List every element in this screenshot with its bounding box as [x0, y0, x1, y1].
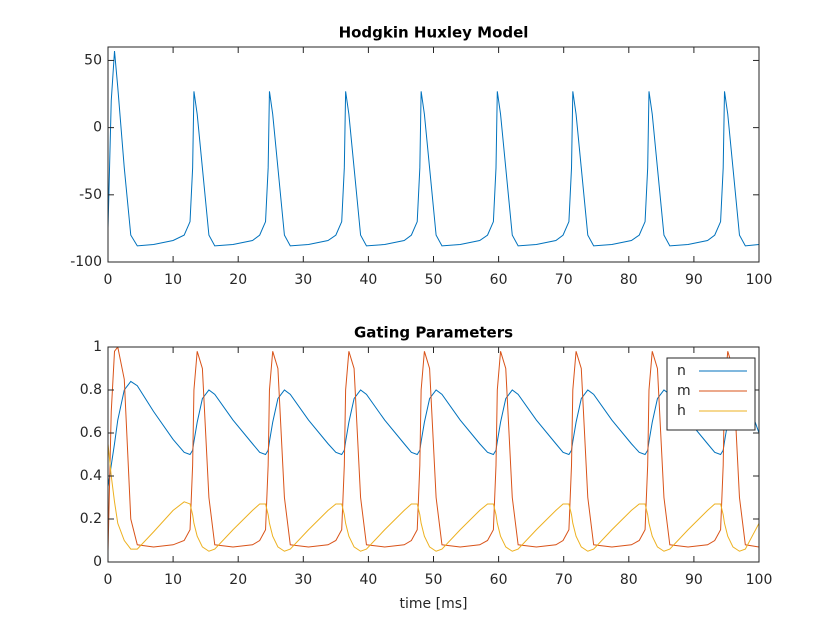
x-tick-label: 30: [294, 572, 312, 588]
y-tick-label: 1: [93, 339, 102, 355]
data-line: [108, 50, 759, 247]
x-tick-label: 50: [425, 272, 443, 288]
x-tick-label: 60: [490, 272, 508, 288]
x-tick-label: 90: [685, 572, 703, 588]
x-tick-label: 40: [359, 572, 377, 588]
legend-box: [666, 357, 756, 431]
data-line: [108, 443, 759, 552]
x-tick-label: 80: [620, 572, 638, 588]
data-line: [108, 347, 759, 552]
x-tick-label: 10: [164, 572, 182, 588]
y-tick-label: 0: [93, 554, 102, 570]
axes-background: [108, 47, 759, 262]
x-tick-label: 10: [164, 272, 182, 288]
plot-area: [108, 347, 759, 552]
x-tick-label: 20: [229, 272, 247, 288]
y-tick-label: 0: [93, 120, 102, 136]
x-tick-label: 70: [555, 572, 573, 588]
y-tick-label: 0.2: [80, 511, 102, 527]
x-tick-label: 60: [490, 572, 508, 588]
x-tick-label: 70: [555, 272, 573, 288]
plot-area: [108, 50, 759, 247]
legend-label: m: [677, 383, 691, 399]
legend-label: h: [677, 403, 686, 419]
y-tick-label: 50: [84, 52, 102, 68]
x-axis-label: time [ms]: [400, 596, 468, 612]
legend-label: n: [677, 363, 686, 379]
chart-title: Hodgkin Huxley Model: [339, 24, 529, 42]
y-tick-label: -50: [79, 187, 102, 203]
data-line: [108, 380, 759, 487]
y-tick-label: 0.8: [80, 382, 102, 398]
x-tick-label: 100: [746, 272, 773, 288]
x-tick-label: 90: [685, 272, 703, 288]
y-tick-label: 0.6: [80, 425, 102, 441]
x-tick-label: 100: [746, 572, 773, 588]
x-tick-label: 0: [104, 572, 113, 588]
y-tick-label: -100: [70, 254, 102, 270]
x-tick-label: 30: [294, 272, 312, 288]
x-tick-label: 40: [359, 272, 377, 288]
chart-title: Gating Parameters: [354, 324, 513, 342]
x-tick-label: 50: [425, 572, 443, 588]
x-tick-label: 0: [104, 272, 113, 288]
y-tick-label: 0.4: [80, 468, 102, 484]
x-tick-label: 80: [620, 272, 638, 288]
x-tick-label: 20: [229, 572, 247, 588]
